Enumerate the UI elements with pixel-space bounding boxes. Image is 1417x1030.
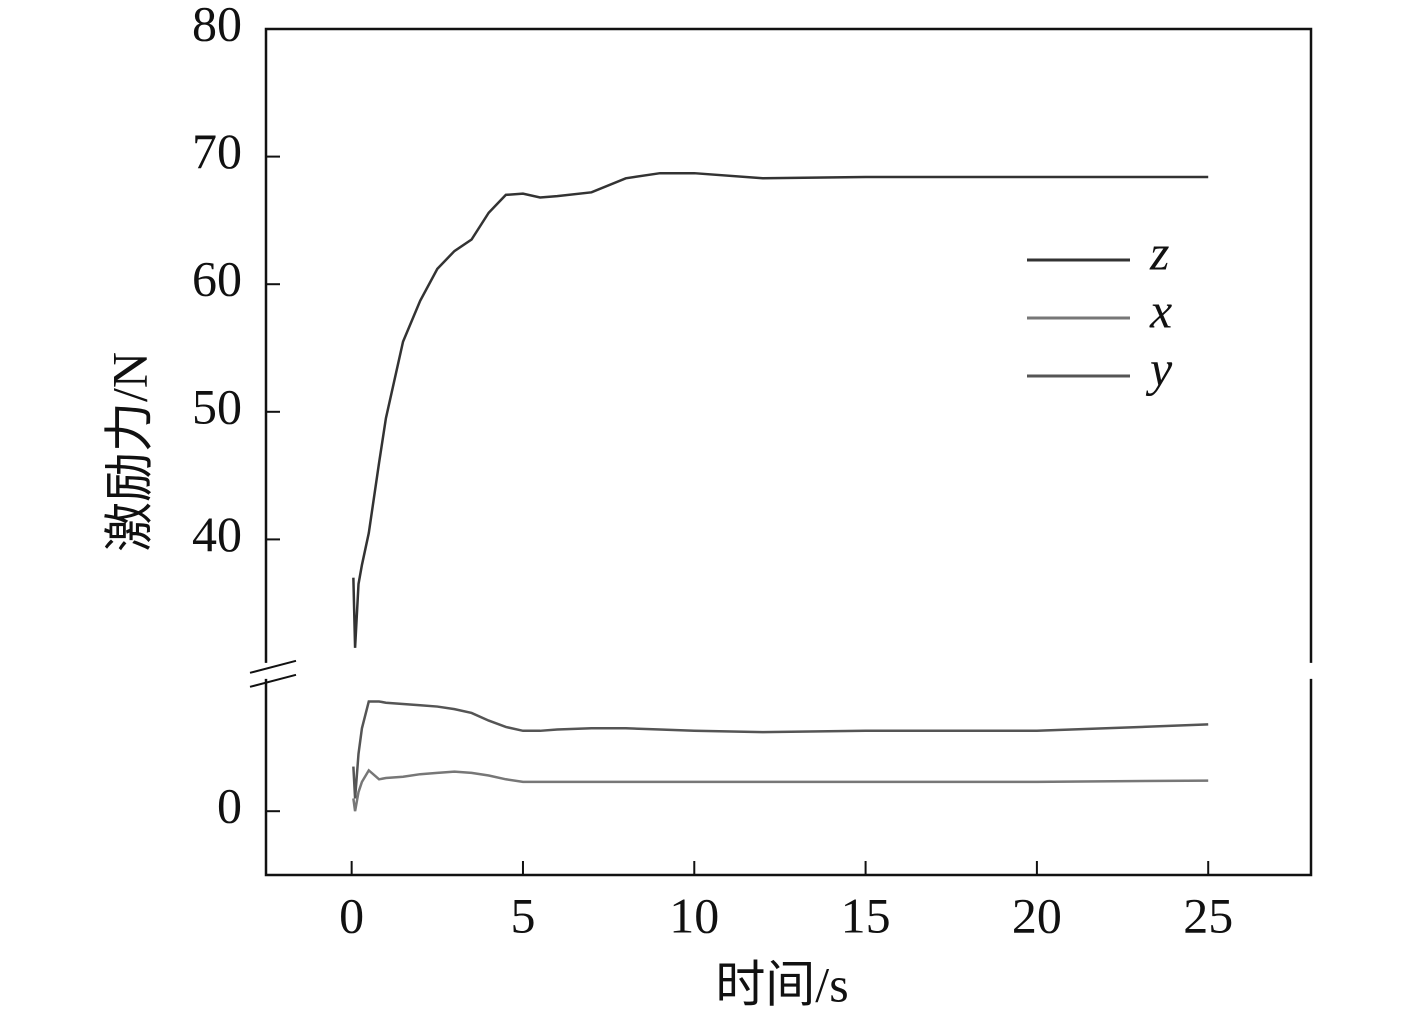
- y-tick-label: 70: [192, 123, 242, 179]
- legend-label: x: [1149, 282, 1172, 338]
- data-line: [352, 700, 1209, 799]
- y-tick-label: 50: [192, 378, 242, 434]
- y-tick-label: 60: [192, 251, 242, 307]
- x-tick-label: 10: [669, 887, 719, 943]
- x-tick-label: 15: [841, 887, 891, 943]
- x-tick-label: 20: [1012, 887, 1062, 943]
- x-tick-label: 5: [510, 887, 535, 943]
- y-tick-label: 40: [192, 506, 242, 562]
- data-line: [352, 171, 1209, 648]
- data-line: [352, 768, 1209, 812]
- legend-label: z: [1149, 224, 1169, 280]
- y-axis-label: 激励力/N: [101, 352, 157, 552]
- legend-label: y: [1145, 340, 1173, 396]
- x-axis-label: 时间/s: [715, 956, 848, 1012]
- y-tick-label: 0: [217, 778, 242, 834]
- axis-break: [249, 659, 297, 674]
- x-tick-label: 0: [339, 887, 364, 943]
- axis-break: [249, 673, 297, 688]
- y-tick-label: 80: [192, 0, 242, 51]
- x-tick-label: 25: [1183, 887, 1233, 943]
- axis-frame: [264, 27, 1313, 877]
